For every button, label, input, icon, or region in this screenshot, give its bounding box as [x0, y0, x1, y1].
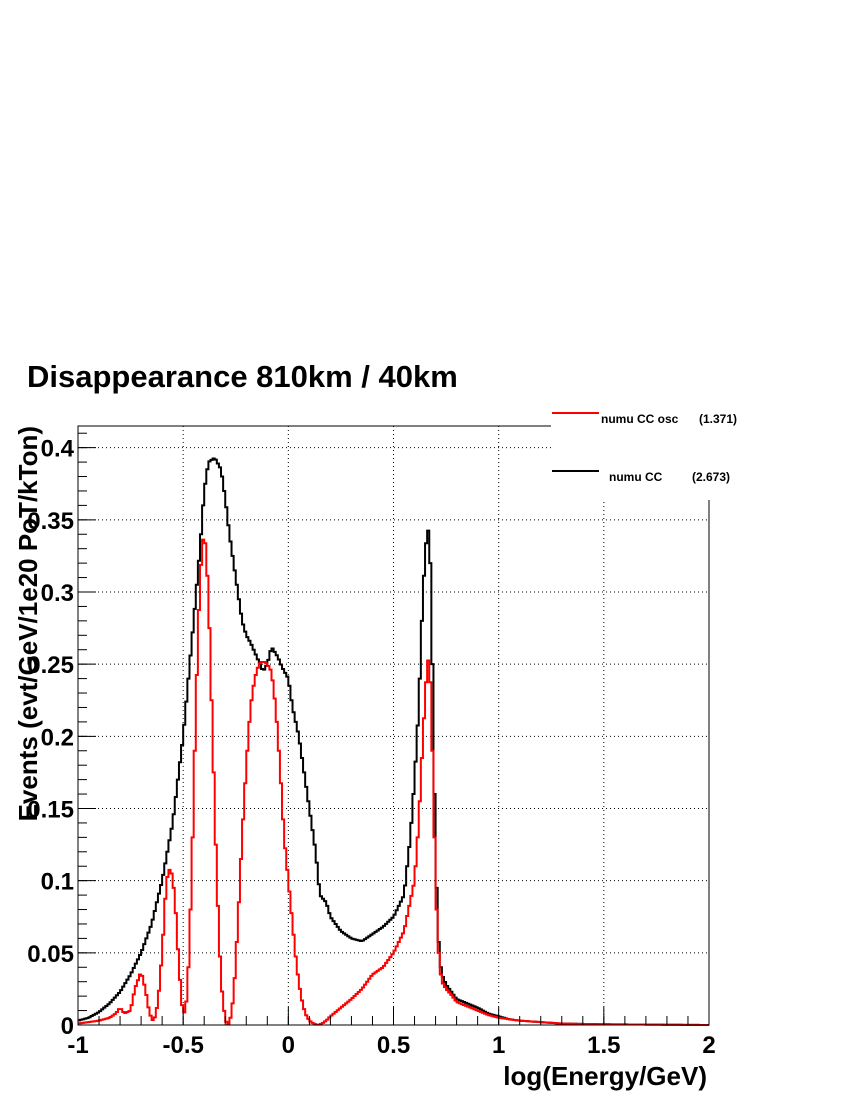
- chart-title: Disappearance 810km / 40km: [27, 359, 458, 394]
- y-tick-labels: 0 0.05 0.1 0.15 0.2 0.25 0.3 0.35 0.4: [27, 436, 74, 1040]
- x-tick-label: -1: [67, 1032, 88, 1059]
- legend-label-osc: numu CC osc: [601, 412, 679, 426]
- x-tick-label: 1: [492, 1032, 505, 1059]
- y-tick-label: 0: [61, 1013, 74, 1040]
- y-tick-label: 0.25: [27, 652, 74, 679]
- series-numu-cc: [78, 457, 709, 1026]
- x-tick-label: 2: [702, 1032, 715, 1059]
- y-axis-title: Events (evt/GeV/1e20 PoT/kTon): [13, 426, 43, 821]
- y-tick-label: 0.05: [27, 941, 74, 968]
- legend-label-cc: numu CC: [609, 470, 663, 484]
- x-tick-labels: -1 -0.5 0 0.5 1 1.5 2: [67, 1032, 715, 1059]
- y-tick-label: 0.1: [41, 869, 74, 896]
- x-tick-label: -0.5: [162, 1032, 203, 1059]
- grid: [78, 426, 709, 1025]
- y-tick-label: 0.3: [41, 580, 74, 607]
- y-tick-label: 0.2: [41, 724, 74, 751]
- y-tick-label: 0.15: [27, 796, 74, 823]
- x-tick-label: 0: [282, 1032, 295, 1059]
- legend: numu CC osc (1.371) numu CC (2.673): [551, 397, 737, 500]
- x-tick-label: 1.5: [587, 1032, 620, 1059]
- legend-integral-osc: (1.371): [699, 412, 737, 426]
- y-tick-label: 0.4: [41, 436, 75, 463]
- series-layer: [78, 457, 709, 1026]
- y-tick-label: 0.35: [27, 508, 74, 535]
- axis-ticks: [77, 432, 710, 1026]
- legend-integral-cc: (2.673): [692, 470, 730, 484]
- plot-frame: [77, 425, 710, 1026]
- x-axis-title: log(Energy/GeV): [503, 1061, 707, 1091]
- legend-box: [551, 397, 711, 500]
- x-tick-label: 0.5: [377, 1032, 410, 1059]
